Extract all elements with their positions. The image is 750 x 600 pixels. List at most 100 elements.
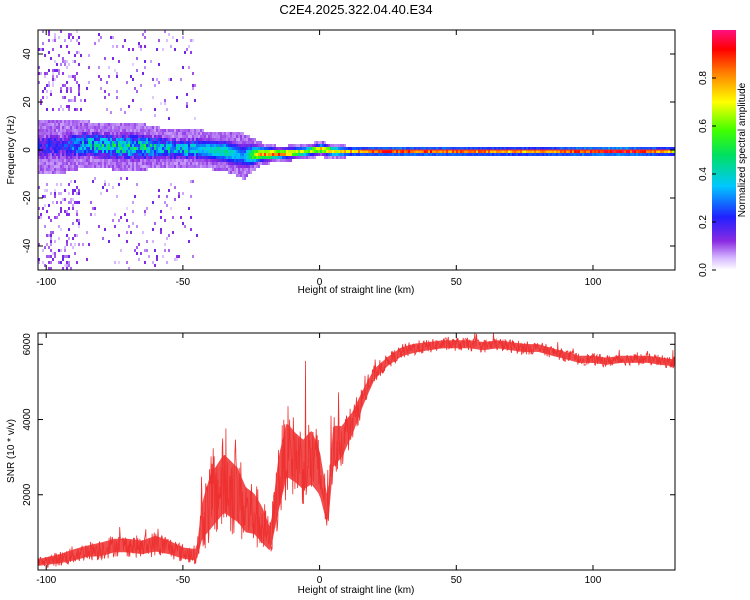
heatmap-cell xyxy=(240,153,242,156)
heatmap-cell xyxy=(224,135,226,138)
heatmap-cell xyxy=(378,153,380,156)
heatmap-cell xyxy=(150,156,152,159)
heatmap-cell xyxy=(140,147,142,150)
heatmap-cell xyxy=(348,150,350,153)
heatmap-cell xyxy=(38,168,40,171)
heatmap-cell xyxy=(406,150,408,153)
heatmap-cell xyxy=(72,162,74,165)
heatmap-cell xyxy=(104,147,106,150)
heatmap-cell xyxy=(158,141,160,144)
heatmap-cell xyxy=(282,156,284,159)
heatmap-cell xyxy=(44,156,46,159)
heatmap-cell xyxy=(226,153,228,156)
heatmap-cell xyxy=(110,141,112,144)
heatmap-cell xyxy=(164,162,166,165)
heatmap-cell xyxy=(362,150,364,153)
heatmap-cell xyxy=(144,126,146,129)
heatmap-cell xyxy=(124,144,126,147)
heatmap-cell xyxy=(174,135,176,138)
heatmap-cell xyxy=(160,129,162,132)
heatmap-cell xyxy=(148,141,150,144)
heatmap-cell xyxy=(62,159,64,162)
heatmap-cell xyxy=(316,153,318,156)
heatmap-cell xyxy=(114,135,116,138)
heatmap-cell xyxy=(162,147,164,150)
heatmap-cells xyxy=(38,30,675,270)
heatmap-cell xyxy=(244,156,246,159)
heatmap-cell xyxy=(128,159,130,162)
heatmap-cell xyxy=(144,261,146,264)
heatmap-cell xyxy=(226,135,228,138)
heatmap-cell xyxy=(180,153,182,156)
heatmap-cell xyxy=(104,150,106,153)
heatmap-cell xyxy=(264,153,266,156)
heatmap-cell xyxy=(48,144,50,147)
heatmap-cell xyxy=(368,147,370,150)
heatmap-cell xyxy=(600,147,602,150)
heatmap-cell xyxy=(38,48,40,51)
heatmap-cell xyxy=(482,147,484,150)
heatmap-cell xyxy=(206,135,208,138)
heatmap-cell xyxy=(76,210,78,213)
heatmap-cell xyxy=(664,153,666,156)
heatmap-cell xyxy=(74,150,76,153)
heatmap-cell xyxy=(238,144,240,147)
heatmap-cell xyxy=(146,168,148,171)
heatmap-cell xyxy=(80,108,82,111)
heatmap-cell xyxy=(68,51,70,54)
heatmap-cell xyxy=(52,123,54,126)
heatmap-cell xyxy=(122,162,124,165)
heatmap-cell xyxy=(132,168,134,171)
heatmap-cell xyxy=(414,153,416,156)
heatmap-cell xyxy=(74,54,76,57)
heatmap-cell xyxy=(450,150,452,153)
heatmap-cell xyxy=(50,165,52,168)
heatmap-cell xyxy=(242,165,244,168)
heatmap-cell xyxy=(44,195,46,198)
heatmap-cell xyxy=(94,156,96,159)
heatmap-cell xyxy=(42,90,44,93)
heatmap-cell xyxy=(42,129,44,132)
heatmap-cell xyxy=(58,147,60,150)
heatmap-cell xyxy=(84,162,86,165)
heatmap-cell xyxy=(318,153,320,156)
heatmap-cell xyxy=(230,159,232,162)
heatmap-cell xyxy=(112,141,114,144)
heatmap-cell xyxy=(60,129,62,132)
heatmap-cell xyxy=(444,153,446,156)
heatmap-cell xyxy=(188,165,190,168)
heatmap-cell xyxy=(344,150,346,153)
heatmap-cell xyxy=(42,171,44,174)
heatmap-cell xyxy=(190,180,192,183)
heatmap-cell xyxy=(132,162,134,165)
heatmap-cell xyxy=(308,147,310,150)
heatmap-cell xyxy=(116,195,118,198)
heatmap-cell xyxy=(218,141,220,144)
heatmap-cell xyxy=(180,129,182,132)
heatmap-cell xyxy=(178,195,180,198)
heatmap-cell xyxy=(618,150,620,153)
heatmap-cell xyxy=(122,132,124,135)
heatmap-cell xyxy=(72,192,74,195)
heatmap-cell xyxy=(250,165,252,168)
heatmap-cell xyxy=(126,153,128,156)
heatmap-cell xyxy=(60,126,62,129)
heatmap-cell xyxy=(228,153,230,156)
heatmap-cell xyxy=(38,81,40,84)
heatmap-cell xyxy=(44,150,46,153)
heatmap-cell xyxy=(384,147,386,150)
heatmap-cell xyxy=(104,138,106,141)
heatmap-cell xyxy=(300,153,302,156)
heatmap-cell xyxy=(58,249,60,252)
heatmap-cell xyxy=(604,147,606,150)
heatmap-cell xyxy=(218,147,220,150)
heatmap-cell xyxy=(100,144,102,147)
heatmap-cell xyxy=(104,156,106,159)
heatmap-cell xyxy=(56,63,58,66)
heatmap-cell xyxy=(420,150,422,153)
heatmap-cell xyxy=(348,153,350,156)
heatmap-cell xyxy=(118,132,120,135)
heatmap-cell xyxy=(594,147,596,150)
heatmap-cell xyxy=(116,138,118,141)
heatmap-cell xyxy=(46,72,48,75)
